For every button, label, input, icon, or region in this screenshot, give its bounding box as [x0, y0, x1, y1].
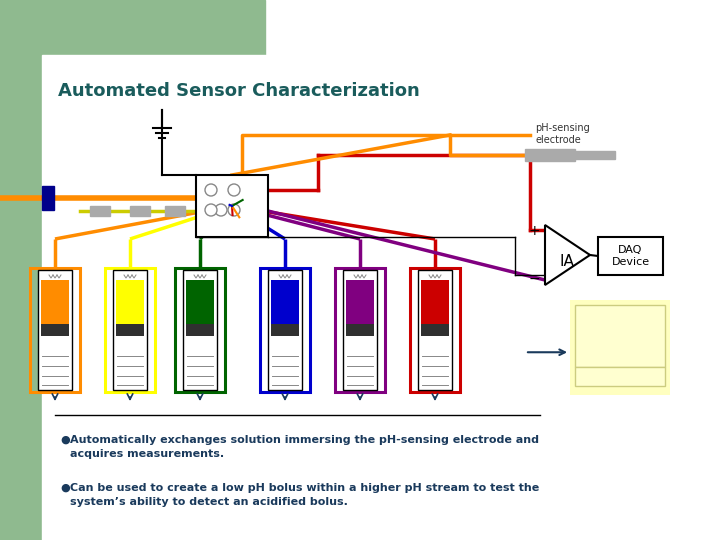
Text: −: −: [528, 272, 540, 286]
Bar: [525, 149, 575, 161]
Bar: [42, 186, 54, 210]
Text: IA: IA: [559, 253, 575, 268]
Bar: [105, 268, 155, 392]
Circle shape: [205, 204, 217, 216]
Bar: [271, 324, 299, 336]
Bar: [90, 206, 110, 216]
Bar: [41, 324, 69, 336]
Text: system’s ability to detect an acidified bolus.: system’s ability to detect an acidified …: [70, 497, 348, 507]
Text: ●: ●: [60, 483, 70, 493]
Bar: [575, 151, 615, 159]
Bar: [346, 324, 374, 336]
Bar: [260, 268, 310, 392]
Circle shape: [205, 184, 217, 196]
Bar: [113, 270, 147, 390]
Bar: [268, 270, 302, 390]
Bar: [30, 268, 80, 392]
Text: Automated Sensor Characterization: Automated Sensor Characterization: [58, 82, 420, 100]
Circle shape: [228, 204, 240, 216]
Circle shape: [228, 184, 240, 196]
Bar: [175, 268, 225, 392]
Bar: [598, 237, 663, 275]
Bar: [0, 0, 42, 540]
Bar: [183, 270, 217, 390]
Bar: [186, 280, 214, 336]
Bar: [421, 324, 449, 336]
Bar: [421, 280, 449, 336]
Bar: [343, 270, 377, 390]
Bar: [165, 206, 185, 216]
Polygon shape: [545, 225, 590, 285]
Bar: [418, 270, 452, 390]
Bar: [0, 0, 265, 75]
Bar: [186, 324, 214, 336]
Text: +: +: [528, 224, 540, 238]
Bar: [410, 268, 460, 392]
Bar: [271, 280, 299, 336]
Circle shape: [215, 204, 227, 216]
Text: pH-sensing
electrode: pH-sensing electrode: [535, 124, 590, 145]
Bar: [42, 55, 720, 540]
Text: acquires measurements.: acquires measurements.: [70, 449, 224, 459]
Bar: [335, 268, 385, 392]
Bar: [38, 270, 72, 390]
Bar: [575, 367, 665, 386]
Bar: [130, 206, 150, 216]
Bar: [346, 280, 374, 336]
Bar: [196, 175, 268, 237]
Bar: [116, 324, 144, 336]
Bar: [570, 300, 670, 395]
Bar: [575, 305, 665, 367]
Text: Automatically exchanges solution immersing the pH-sensing electrode and: Automatically exchanges solution immersi…: [70, 435, 539, 445]
Text: Can be used to create a low pH bolus within a higher pH stream to test the: Can be used to create a low pH bolus wit…: [70, 483, 539, 493]
Text: ●: ●: [60, 435, 70, 445]
Text: DAQ
Device: DAQ Device: [611, 245, 649, 267]
Bar: [41, 280, 69, 336]
Bar: [116, 280, 144, 336]
